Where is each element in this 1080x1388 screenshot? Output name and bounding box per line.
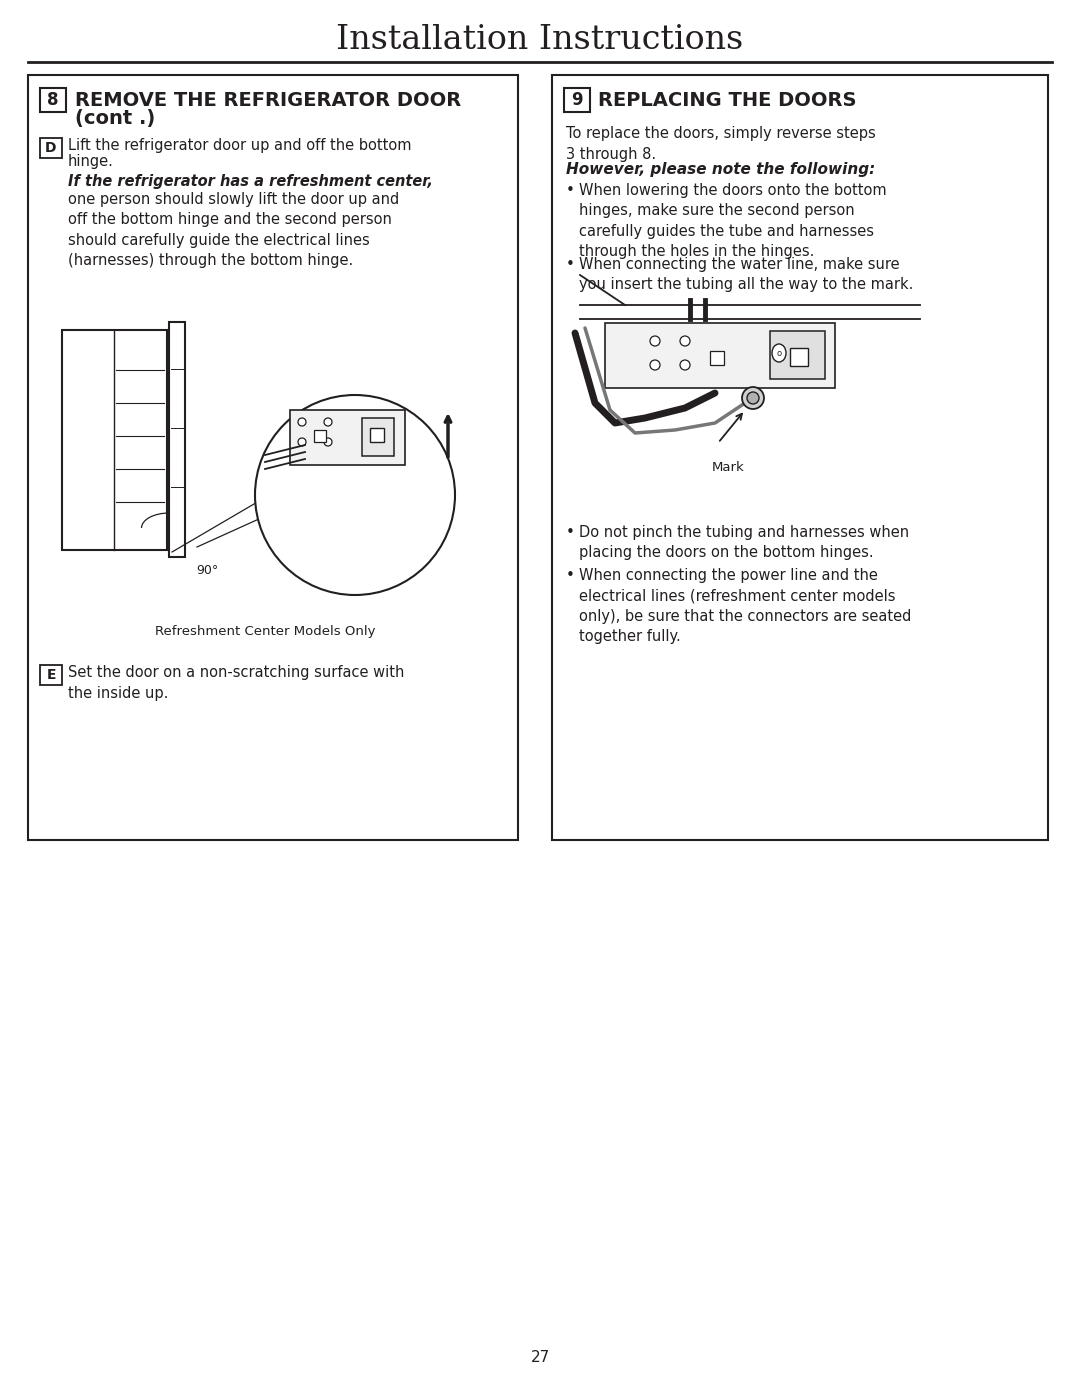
Circle shape [298,418,306,426]
Circle shape [680,336,690,346]
Text: REPLACING THE DOORS: REPLACING THE DOORS [598,90,856,110]
Bar [28,75,518,840]
Text: •: • [566,183,575,198]
Text: Lift the refrigerator door up and off the bottom: Lift the refrigerator door up and off th… [68,137,411,153]
Text: E: E [46,668,56,682]
Circle shape [680,359,690,371]
Text: However, please note the following:: However, please note the following: [566,162,875,178]
Text: 9: 9 [571,92,583,110]
Bar [552,75,1048,840]
Text: •: • [566,568,575,583]
Bar [40,665,62,686]
Text: o: o [777,348,782,358]
Circle shape [747,391,759,404]
Bar [62,330,167,550]
Bar [168,322,185,557]
Text: When lowering the doors onto the bottom
hinges, make sure the second person
care: When lowering the doors onto the bottom … [579,183,887,260]
Text: one person should slowly lift the door up and
off the bottom hinge and the secon: one person should slowly lift the door u… [68,192,400,268]
Text: REMOVE THE REFRIGERATOR DOOR: REMOVE THE REFRIGERATOR DOOR [75,90,461,110]
Text: •: • [566,525,575,540]
Circle shape [650,336,660,346]
Text: 8: 8 [48,92,58,110]
Bar [564,87,590,112]
Bar [789,348,808,366]
Text: hinge.: hinge. [68,154,113,169]
Text: Set the door on a non-scratching surface with
the inside up.: Set the door on a non-scratching surface… [68,665,404,701]
Bar [314,430,326,441]
Circle shape [324,418,332,426]
Bar [605,323,835,389]
Bar [291,409,405,465]
Text: Refreshment Center Models Only: Refreshment Center Models Only [154,625,375,638]
Circle shape [324,439,332,446]
Text: If the refrigerator has a refreshment center,: If the refrigerator has a refreshment ce… [68,174,433,189]
Circle shape [255,396,455,595]
Text: Installation Instructions: Installation Instructions [336,24,744,56]
Bar [40,87,66,112]
Text: Mark: Mark [712,461,744,473]
Text: Do not pinch the tubing and harnesses when
placing the doors on the bottom hinge: Do not pinch the tubing and harnesses wh… [579,525,909,561]
Circle shape [650,359,660,371]
Circle shape [742,387,764,409]
Text: D: D [45,142,57,155]
Text: 27: 27 [530,1351,550,1366]
Bar [362,418,394,457]
Circle shape [298,439,306,446]
Text: To replace the doors, simply reverse steps
3 through 8.: To replace the doors, simply reverse ste… [566,126,876,162]
Text: 90°: 90° [195,564,218,576]
Text: When connecting the water line, make sure
you insert the tubing all the way to t: When connecting the water line, make sur… [579,257,914,293]
Bar [40,137,62,158]
Text: (cont .): (cont .) [75,108,156,128]
Bar [370,428,384,441]
Bar [710,351,724,365]
Text: •: • [566,257,575,272]
Ellipse shape [772,344,786,362]
Bar [770,330,825,379]
Text: When connecting the power line and the
electrical lines (refreshment center mode: When connecting the power line and the e… [579,568,912,644]
